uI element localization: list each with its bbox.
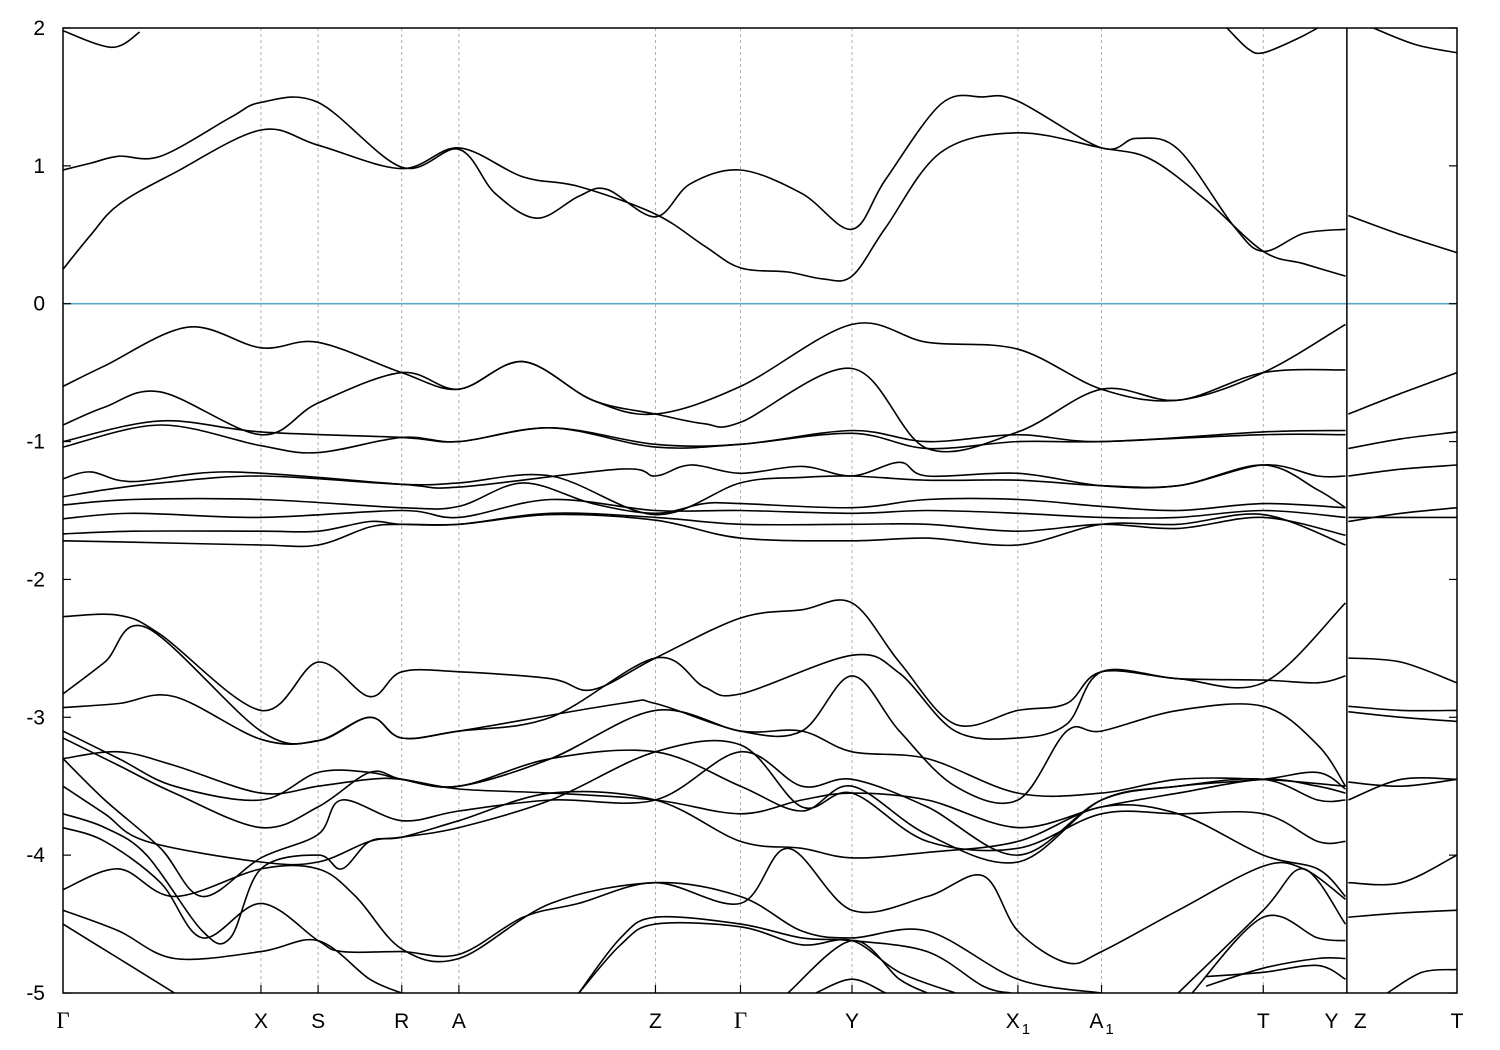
band-line <box>63 675 1347 805</box>
band-line <box>1177 868 1347 993</box>
k-point-name: T <box>1451 1010 1464 1033</box>
k-point-label: Y <box>1324 1010 1338 1033</box>
band-lines <box>63 28 1457 993</box>
band-line <box>578 921 956 993</box>
k-point-label: Z <box>649 1010 662 1033</box>
band-line <box>63 461 1346 509</box>
band-line <box>1206 964 1346 980</box>
k-point-name: A <box>452 1010 466 1033</box>
band-line <box>1348 705 1457 712</box>
band-line <box>1386 968 1457 993</box>
band-line <box>63 624 1346 745</box>
band-line <box>63 750 1346 898</box>
band-line <box>63 464 1346 516</box>
k-point-label: T <box>1451 1010 1464 1033</box>
band-line <box>63 30 141 49</box>
band-line <box>63 599 1347 727</box>
k-point-name: S <box>311 1010 325 1033</box>
k-point-name: Y <box>1324 1010 1338 1033</box>
band-line <box>787 939 928 993</box>
band-line <box>63 708 1346 802</box>
band-line <box>1348 778 1457 788</box>
k-point-label: T <box>1257 1010 1270 1033</box>
y-tick-label: -5 <box>26 982 45 1005</box>
band-line <box>1191 914 1346 993</box>
plot-frame <box>62 27 1458 994</box>
band-line <box>1348 464 1457 477</box>
band-line <box>1226 28 1318 55</box>
band-line <box>1205 956 1346 987</box>
band-line <box>1348 371 1457 415</box>
band-line <box>63 94 1346 253</box>
band-line <box>1348 909 1457 918</box>
y-tick-label: 2 <box>33 17 45 40</box>
band-line <box>63 739 1346 866</box>
band-line <box>1373 28 1457 54</box>
k-point-label: Γ <box>56 1008 69 1033</box>
band-line <box>63 923 175 993</box>
y-tick-label: -4 <box>26 844 45 867</box>
k-point-label: Z <box>1354 1010 1367 1033</box>
k-point-subscript: 1 <box>1105 1021 1113 1038</box>
band-line <box>63 512 1346 537</box>
y-tick-label: 0 <box>33 293 45 316</box>
k-point-label: Γ <box>734 1008 747 1033</box>
band-line <box>63 790 1347 945</box>
k-point-label: S <box>311 1010 325 1033</box>
band-line <box>1348 657 1457 684</box>
band-line <box>63 513 1346 548</box>
k-point-name: A <box>1089 1010 1103 1033</box>
band-line <box>1348 431 1457 450</box>
band-line <box>63 750 1346 829</box>
k-point-name: Z <box>649 1010 662 1033</box>
k-point-name: Γ <box>734 1008 747 1033</box>
band-line <box>63 322 1346 416</box>
band-line <box>815 978 886 993</box>
y-tick-label: -2 <box>26 568 45 591</box>
y-tick-label: -3 <box>26 706 45 729</box>
band-line <box>578 915 1012 993</box>
k-point-name: T <box>1257 1010 1270 1033</box>
k-point-name: Z <box>1354 1010 1367 1033</box>
y-tick-label: 1 <box>33 155 45 178</box>
y-tick-label: -1 <box>26 431 45 454</box>
band-line <box>63 826 1346 965</box>
k-point-label: X <box>254 1010 268 1033</box>
band-line <box>63 128 1346 282</box>
y-axis: -5 -4 -3 -2 -1 0 1 2 <box>26 17 1457 1005</box>
k-point-name: Γ <box>56 1008 69 1033</box>
band-line <box>1348 711 1457 723</box>
k-point-label: R <box>394 1010 409 1033</box>
band-line <box>63 864 1102 993</box>
band-line <box>1348 506 1457 523</box>
band-line <box>1348 854 1457 886</box>
k-point-name: X <box>1006 1010 1020 1033</box>
k-point-label: Y <box>845 1010 859 1033</box>
band-line <box>63 482 1346 515</box>
k-point-name: Y <box>845 1010 859 1033</box>
band-line <box>1348 777 1457 801</box>
k-point-name: R <box>394 1010 409 1033</box>
k-point-subscript: 1 <box>1022 1021 1030 1038</box>
k-point-name: X <box>254 1010 268 1033</box>
band-line <box>63 360 1346 453</box>
band-line <box>63 909 403 993</box>
band-line <box>63 424 1346 454</box>
k-point-label: A <box>452 1010 466 1033</box>
band-line <box>63 498 1346 520</box>
band-line <box>1348 214 1457 254</box>
